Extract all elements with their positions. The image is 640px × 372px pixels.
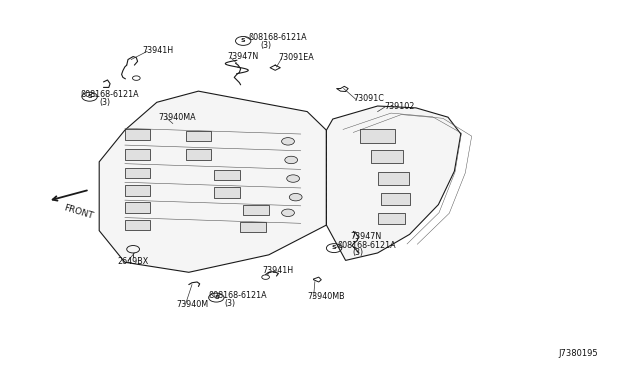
Text: 73947N: 73947N <box>227 52 259 61</box>
Text: 73940M: 73940M <box>177 300 209 309</box>
Text: S: S <box>87 94 92 99</box>
Polygon shape <box>99 91 326 272</box>
Polygon shape <box>360 129 395 143</box>
Text: J7380195: J7380195 <box>558 349 598 358</box>
Polygon shape <box>381 193 410 205</box>
Text: (3): (3) <box>224 299 235 308</box>
Text: 73940MA: 73940MA <box>159 113 196 122</box>
Text: ß08168-6121A: ß08168-6121A <box>208 291 267 300</box>
Polygon shape <box>125 149 150 160</box>
Polygon shape <box>243 205 269 215</box>
Text: 73941H: 73941H <box>262 266 294 275</box>
Text: 73091EA: 73091EA <box>278 53 314 62</box>
Text: ß08168-6121A: ß08168-6121A <box>337 241 396 250</box>
Polygon shape <box>378 213 405 224</box>
Polygon shape <box>186 131 211 141</box>
Text: (3): (3) <box>352 248 363 257</box>
Text: S: S <box>332 245 337 250</box>
Text: 73947N: 73947N <box>351 232 382 241</box>
Circle shape <box>287 175 300 182</box>
Text: 73941H: 73941H <box>142 46 173 55</box>
Polygon shape <box>125 185 150 196</box>
Circle shape <box>282 138 294 145</box>
Text: S: S <box>214 295 219 300</box>
Polygon shape <box>125 168 150 178</box>
Text: 73940MB: 73940MB <box>307 292 345 301</box>
Text: S: S <box>241 38 246 43</box>
Text: ß08168-6121A: ß08168-6121A <box>248 33 307 42</box>
Circle shape <box>282 209 294 217</box>
Text: 739102: 739102 <box>384 102 414 110</box>
Polygon shape <box>214 187 240 198</box>
Text: 73091C: 73091C <box>353 94 384 103</box>
Text: (3): (3) <box>99 98 110 107</box>
Polygon shape <box>125 202 150 213</box>
Text: (3): (3) <box>260 41 271 50</box>
Polygon shape <box>371 150 403 163</box>
Polygon shape <box>125 129 150 140</box>
Polygon shape <box>326 106 461 260</box>
Circle shape <box>289 193 302 201</box>
Text: 2649BX: 2649BX <box>117 257 148 266</box>
Polygon shape <box>186 149 211 160</box>
Circle shape <box>285 156 298 164</box>
Polygon shape <box>240 222 266 232</box>
Text: ß08168-6121A: ß08168-6121A <box>80 90 139 99</box>
Polygon shape <box>125 220 150 230</box>
Text: FRONT: FRONT <box>63 203 95 221</box>
Polygon shape <box>214 170 240 180</box>
Polygon shape <box>378 172 409 185</box>
